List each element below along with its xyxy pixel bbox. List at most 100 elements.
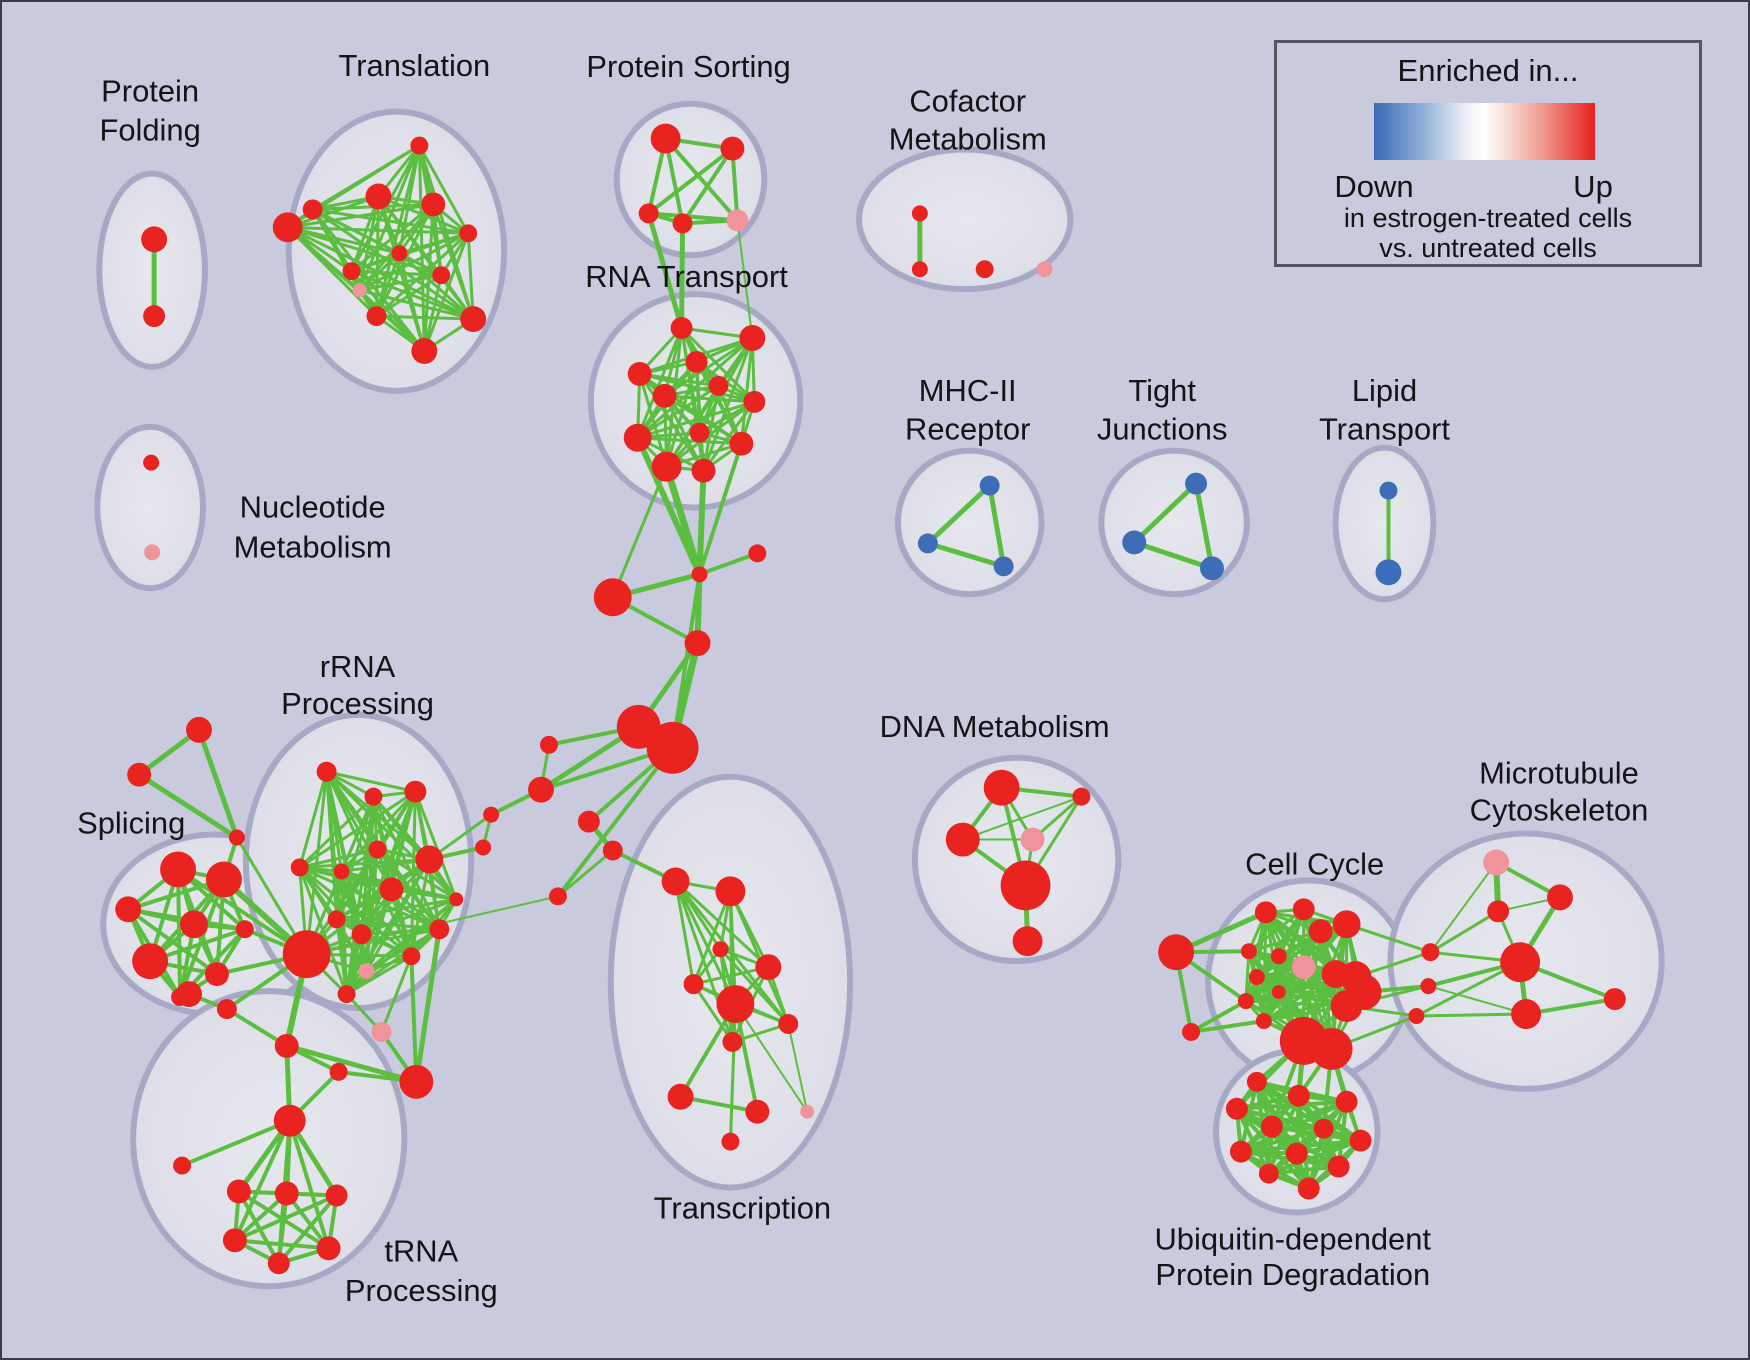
network-edge — [358, 288, 475, 321]
network-edge — [232, 1118, 292, 1243]
node-tj0 — [1185, 472, 1208, 495]
network-edge — [358, 251, 401, 292]
network-edge — [365, 897, 458, 973]
node-tj1 — [1122, 530, 1147, 555]
network-edge — [1247, 929, 1323, 953]
node-rt9 — [729, 431, 754, 456]
node-dn1 — [1072, 787, 1091, 806]
cluster-tight-junctions-label: Junctions — [1097, 412, 1228, 447]
node-ub8 — [1285, 1142, 1308, 1165]
node-rr0 — [316, 761, 337, 782]
node-hb0 — [282, 930, 331, 979]
node-rr3 — [290, 858, 309, 877]
network-edge — [1524, 997, 1617, 1017]
network-edge — [196, 727, 240, 841]
network-edge — [670, 572, 702, 750]
node-cf3 — [1036, 261, 1053, 278]
cluster-tight-junctions-ellipse — [1098, 447, 1250, 598]
node-mt4 — [1511, 999, 1542, 1029]
node-cf0 — [911, 205, 928, 222]
cluster-cofactor-metabolism-label: Cofactor — [909, 84, 1026, 119]
network-edge — [925, 483, 993, 546]
network-edge — [734, 1003, 809, 1113]
node-rr7 — [379, 877, 404, 902]
node-tr11 — [460, 306, 487, 333]
node-ps0 — [650, 123, 681, 154]
node-ub7 — [1229, 1140, 1252, 1163]
network-edge — [728, 1002, 737, 1144]
cluster-translation-label: Translation — [339, 48, 491, 83]
node-tr3 — [421, 192, 446, 217]
node-tg0 — [186, 716, 212, 743]
node-tn5 — [222, 1228, 247, 1253]
node-ub3 — [1225, 1097, 1248, 1120]
node-cc4 — [1332, 910, 1361, 939]
node-cc0 — [1158, 934, 1195, 971]
node-jx3 — [329, 1062, 348, 1081]
node-dn4 — [1000, 860, 1051, 911]
network-edge — [287, 1118, 331, 1251]
node-tr5 — [272, 212, 303, 243]
node-ch8 — [483, 806, 500, 823]
network-edge — [636, 326, 684, 440]
network-edge — [335, 917, 349, 996]
network-edge — [696, 467, 707, 578]
network-edge — [678, 1094, 760, 1114]
node-jx0 — [176, 981, 202, 1008]
network-edge — [180, 1118, 292, 1168]
network-edge — [350, 202, 435, 273]
network-edge — [298, 770, 329, 869]
cluster-nucleotide-metabolism-ellipse — [94, 423, 206, 592]
network-edge — [674, 879, 770, 969]
node-rt0 — [670, 317, 693, 340]
node-cc2 — [1254, 901, 1277, 924]
node-mh2 — [993, 556, 1014, 577]
node-sp6 — [204, 962, 229, 987]
network-edge — [1131, 481, 1199, 545]
network-edge — [961, 795, 1083, 841]
node-tj2 — [1200, 556, 1224, 581]
nodes-layer — [115, 123, 1626, 1275]
node-tr9 — [352, 283, 367, 298]
network-edge — [646, 146, 735, 216]
node-ch1 — [691, 566, 708, 583]
network-edge — [374, 314, 475, 321]
cluster-rrna-processing-label: Processing — [281, 686, 434, 721]
cluster-ubiquitin-degradation-label: Protein Degradation — [1155, 1257, 1430, 1292]
node-tx0 — [577, 810, 600, 833]
network-edge — [663, 463, 704, 578]
node-rt7 — [623, 423, 652, 452]
node-ch0 — [593, 578, 632, 617]
node-tn3 — [274, 1181, 299, 1206]
network-edge — [638, 372, 706, 473]
network-edge — [739, 336, 754, 446]
network-edge — [350, 269, 443, 277]
node-dn5 — [1012, 926, 1043, 957]
network-edge — [365, 848, 379, 973]
node-rt2 — [627, 361, 652, 386]
node-ch9 — [475, 839, 492, 856]
network-edge — [1247, 907, 1306, 953]
node-ub6 — [1349, 1129, 1372, 1152]
network-edge — [397, 251, 475, 321]
network-edge — [431, 202, 475, 321]
cluster-ubiquitin-degradation-label: Ubiquitin-dependent — [1155, 1221, 1432, 1256]
node-sp1 — [205, 861, 242, 898]
node-rr2 — [404, 780, 427, 803]
legend-up-label: Up — [1573, 169, 1613, 204]
node-cc3 — [1292, 898, 1315, 921]
node-rr10 — [429, 919, 450, 940]
node-tn6 — [316, 1236, 341, 1261]
cluster-trna-processing-label: Processing — [345, 1273, 498, 1308]
node-ch3 — [684, 630, 711, 657]
network-edge — [1429, 861, 1498, 954]
node-tx6 — [755, 954, 782, 981]
node-cc7 — [1270, 948, 1287, 965]
network-edge — [409, 857, 431, 958]
legend-box: Enriched in... Down Up in estrogen-treat… — [1274, 40, 1702, 267]
node-cn2 — [1408, 1008, 1425, 1024]
network-edge — [787, 1022, 809, 1113]
node-sp3 — [180, 910, 208, 939]
